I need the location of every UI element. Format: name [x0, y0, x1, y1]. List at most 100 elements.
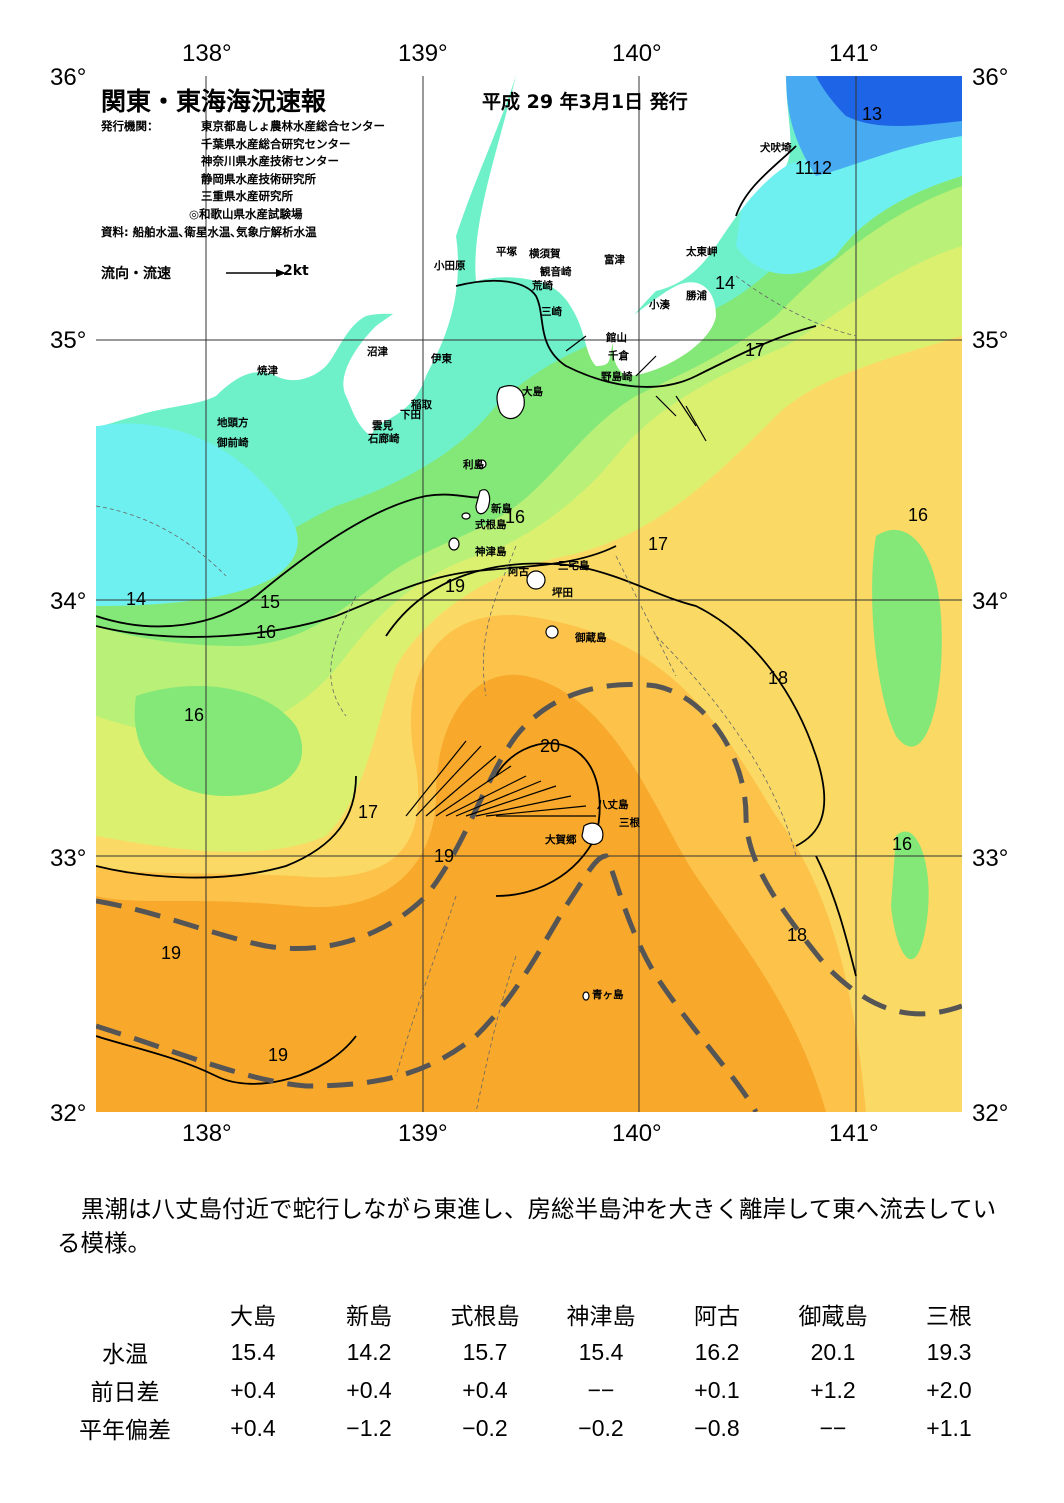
- place-label: 雲見: [372, 420, 393, 432]
- place-label: 野島崎: [601, 371, 633, 383]
- place-label: 利島: [463, 459, 484, 471]
- place-label: 石廊崎: [368, 433, 400, 445]
- place-label: 下田: [400, 409, 421, 421]
- place-label: 大島: [522, 386, 543, 398]
- place-label: 三根: [619, 817, 640, 829]
- sea-temperature-map: [96, 76, 962, 1112]
- isotherm-label: 14: [126, 589, 147, 609]
- place-label: 太東岬: [686, 246, 718, 258]
- isotherm-label: 17: [745, 340, 766, 360]
- place-label: 三崎: [541, 306, 562, 318]
- organization-item: 東京都島しょ農林水産総合センター: [201, 119, 385, 133]
- graticule: [96, 76, 962, 1112]
- table-cell: −0.8: [694, 1414, 740, 1441]
- place-label: 平塚: [496, 246, 517, 258]
- publisher-label: 発行機関：: [101, 119, 159, 133]
- place-label: 青ヶ島: [592, 989, 624, 1001]
- water-temperature-table: 大島 新島 式根島 神津島 阿古 御蔵島 三根 水温 15.4 14.2 15.…: [55, 1295, 1007, 1447]
- place-label: 御前崎: [217, 437, 249, 449]
- isotherm-label: 14: [715, 273, 736, 293]
- place-label: 富津: [604, 254, 625, 266]
- table-cell: 19.3: [926, 1338, 972, 1365]
- lon-label-bottom-141: 141°: [829, 1120, 879, 1147]
- table-cell: 15.7: [462, 1338, 508, 1365]
- table-cell: 16.2: [694, 1338, 740, 1365]
- kozushima-island: [448, 537, 460, 551]
- table-cell: +1.1: [926, 1414, 972, 1441]
- table-cell: +0.4: [230, 1376, 276, 1403]
- isotherm-label: 16: [256, 622, 277, 642]
- place-label: 三宅島: [558, 560, 590, 572]
- station-header: 新島: [346, 1304, 392, 1330]
- table-cell: −0.2: [462, 1414, 508, 1441]
- station-header: 阿古: [694, 1304, 740, 1330]
- isotherm-label: 15: [260, 592, 281, 612]
- kuroshio-axis: [96, 682, 962, 1112]
- isotherm-label: 19: [268, 1045, 289, 1065]
- green-patch-east-south: [891, 831, 929, 960]
- legend-label: 流向・流速: [101, 266, 171, 282]
- organization-item: 静岡県水産技術研究所: [201, 171, 316, 186]
- row-label: 水温: [102, 1342, 148, 1368]
- lon-label-bottom-138: 138°: [182, 1120, 232, 1147]
- hachijojima-island: [581, 822, 604, 845]
- isotherm-label: 20: [540, 736, 561, 756]
- table-cell: +0.4: [462, 1376, 508, 1403]
- place-label: 阿古: [508, 566, 529, 578]
- place-label: 犬吠埼: [760, 142, 792, 154]
- place-label: 小田原: [434, 260, 466, 272]
- data-sources: 資料: 船舶水温､衛星水温､気象庁解析水温: [101, 225, 317, 239]
- place-label: 八丈島: [597, 799, 629, 811]
- station-header: 三根: [926, 1304, 972, 1330]
- table-cell: 20.1: [810, 1338, 856, 1365]
- lat-label-left-34: 34°: [50, 588, 87, 615]
- current-arrows: [405, 335, 707, 817]
- row-label: 平年偏差: [79, 1418, 171, 1444]
- miyakejima-island: [526, 570, 546, 590]
- lat-label-left-32: 32°: [50, 1100, 87, 1127]
- place-label: 稲取: [411, 399, 432, 411]
- table-header-row: 大島 新島 式根島 神津島 阿古 御蔵島 三根: [55, 1295, 1007, 1333]
- table-cell: 14.2: [346, 1338, 392, 1365]
- table-cell: −−: [819, 1414, 847, 1441]
- deep-blue-zone-ne: [816, 76, 962, 126]
- kuroshio-orange-right: [666, 876, 826, 1112]
- lat-label-left-33: 33°: [50, 845, 87, 872]
- izu-peninsula: [343, 236, 459, 436]
- land-kanto: [475, 76, 791, 366]
- place-label: 大賀郷: [545, 834, 577, 846]
- isotherm-label: 16: [184, 705, 205, 725]
- map-svg: [96, 76, 962, 1112]
- table-cell: +0.4: [230, 1414, 276, 1441]
- organization-item: 神奈川県水産技術センター: [201, 154, 339, 169]
- isotherm-label: 18: [787, 925, 808, 945]
- organization-list: 東京都島しょ農林水産総合センター 千葉県水産総合研究センター 神奈川県水産技術セ…: [189, 118, 385, 224]
- station-header: 神津島: [566, 1304, 636, 1330]
- station-header: 式根島: [450, 1304, 520, 1330]
- isotherm-label: 11: [795, 158, 814, 178]
- oshima-island: [496, 385, 525, 420]
- isotherm-label: 16: [505, 507, 526, 527]
- table-row: 水温 15.4 14.2 15.7 15.4 16.2 20.1 19.3: [55, 1333, 1007, 1371]
- table-cell: −0.2: [578, 1414, 624, 1441]
- land-west: [96, 76, 516, 426]
- cyan-zone-west: [96, 423, 298, 606]
- place-label: 勝浦: [686, 290, 707, 302]
- isotherm-label: 13: [862, 104, 883, 124]
- legend-arrow: [226, 269, 286, 277]
- place-label: 式根島: [475, 519, 507, 531]
- table-cell: +2.0: [926, 1376, 972, 1403]
- lat-label-right-35: 35°: [972, 327, 1009, 354]
- organization-item: 千葉県水産総合研究センター: [201, 136, 351, 151]
- station-header: 御蔵島: [798, 1304, 868, 1330]
- place-label: 地頭方: [217, 417, 249, 429]
- map-title: 関東・東海海況速報: [101, 87, 327, 116]
- place-label: 荒崎: [532, 280, 553, 292]
- table-row: 前日差 +0.4 +0.4 +0.4 −− +0.1 +1.2 +2.0: [55, 1371, 1007, 1409]
- table-corner: [55, 1295, 195, 1333]
- cyan-zone-ne: [736, 116, 962, 275]
- legend-scale: 2kt: [283, 263, 309, 279]
- place-label: 横須賀: [529, 248, 561, 260]
- lat-label-right-32: 32°: [972, 1100, 1009, 1127]
- lat-label-left-36: 36°: [50, 64, 87, 91]
